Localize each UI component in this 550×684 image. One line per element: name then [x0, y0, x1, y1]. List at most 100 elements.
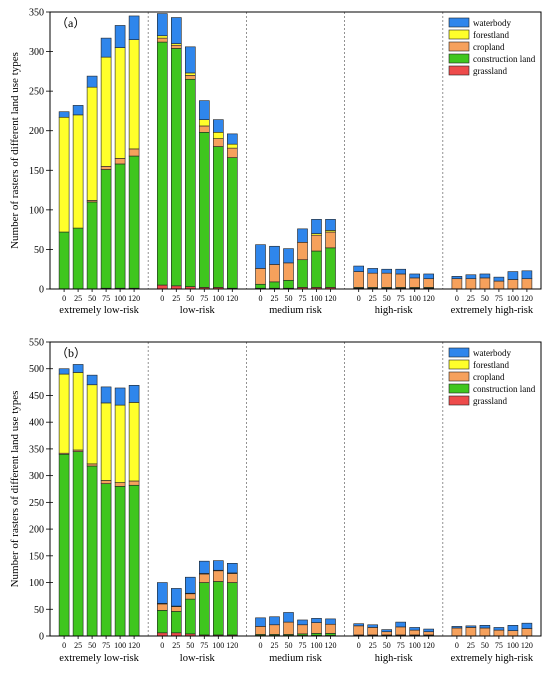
panel-a-x-tick-label: 100 — [311, 294, 323, 303]
panel-a-bar-extremely-low-risk-75-cropland — [100, 166, 112, 170]
panel-a-bar-high-risk-75-cropland — [395, 273, 407, 288]
panel-a-legend-swatch-cropland — [448, 41, 470, 52]
panel-a-bar-extremely-low-risk-120-forestland — [128, 39, 140, 150]
panel-b-bar-extremely-low-risk-25-construction-land — [72, 451, 84, 637]
panel-a-bar-extremely-low-risk-100-forestland — [114, 47, 126, 159]
panel-a-x-tick-label: 25 — [369, 294, 377, 303]
panel-b-bar-low-risk-0-cropland — [157, 603, 168, 611]
panel-a-bar-high-risk-100-cropland — [409, 277, 421, 288]
panel-a-bar-extremely-high-risk-75-cropland — [493, 280, 505, 290]
panel-b-x-tick-label: 75 — [299, 641, 307, 650]
panel-a-bar-low-risk-0-grassland — [157, 284, 168, 290]
panel-b-bar-extremely-low-risk-75-waterbody — [100, 386, 112, 404]
panel-a-bar-extremely-low-risk-120-construction-land — [128, 155, 140, 289]
panel-a-bar-low-risk-120-cropland — [227, 147, 238, 158]
panel-b-bar-high-risk-25-cropland — [367, 627, 379, 636]
panel-a-bar-high-risk-120-waterbody — [423, 273, 435, 280]
panel-a-y-tick-label: 50 — [34, 245, 44, 256]
panel-b-legend-swatch-cropland — [448, 371, 470, 382]
panel-b-bar-medium-risk-120-construction-land — [325, 633, 336, 636]
panel-a-x-tick-label: 120 — [128, 294, 140, 303]
panel-b-y-tick-label: 200 — [29, 525, 44, 536]
panel-a-x-tick-label: 75 — [102, 294, 110, 303]
panel-a-bar-extremely-low-risk-100-waterbody — [114, 25, 126, 48]
panel-a-bar-medium-risk-0-construction-land — [255, 283, 266, 289]
panel-b-y-tick-label: 500 — [29, 364, 44, 375]
panel-a-bar-medium-risk-120-construction-land — [325, 247, 336, 288]
panel-a-bar-medium-risk-50-cropland — [283, 262, 294, 281]
panel-b-bar-extremely-low-risk-0-forestland — [58, 373, 70, 454]
panel-a-bar-high-risk-120-cropland — [423, 278, 435, 288]
panel-b-y-tick-label: 300 — [29, 471, 44, 482]
panel-b-x-tick-label: 0 — [259, 641, 263, 650]
panel-b-legend-swatch-waterbody — [448, 347, 470, 358]
panel-b-group-label-extremely-low-risk: extremely low-risk — [59, 653, 139, 664]
panel-a-x-tick-label: 25 — [467, 294, 475, 303]
panel-a-bar-high-risk-0-waterbody — [353, 265, 365, 272]
panel-b-bar-medium-risk-50-waterbody — [283, 612, 294, 623]
panel-a-bar-medium-risk-0-waterbody — [255, 244, 266, 269]
panel-a-bar-extremely-low-risk-25-forestland — [72, 114, 84, 229]
panel-b-legend-swatch-construction-land — [448, 383, 470, 394]
panel-b-x-tick-label: 120 — [521, 641, 533, 650]
panel-b-bar-extremely-high-risk-25-waterbody — [465, 625, 477, 628]
panel-b-x-tick-label: 120 — [325, 641, 337, 650]
panel-a-bar-low-risk-50-cropland — [185, 75, 196, 80]
panel-a-bar-extremely-low-risk-100-cropland — [114, 158, 126, 165]
panel-b-x-tick-label: 75 — [200, 641, 208, 650]
panel-a-bar-low-risk-100-forestland — [213, 131, 224, 139]
panel-a-x-tick-label: 100 — [114, 294, 126, 303]
panel-a-legend-label-cropland: cropland — [473, 42, 505, 52]
panel-b-bar-medium-risk-100-cropland — [311, 622, 322, 634]
panel-a-x-tick-label: 120 — [521, 294, 533, 303]
panel-b-y-tick-label: 550 — [29, 338, 44, 349]
panel-b-bar-extremely-high-risk-25-cropland — [465, 627, 477, 637]
panel-a-bar-extremely-high-risk-100-cropland — [507, 279, 519, 290]
panel-a-bar-high-risk-50-waterbody — [381, 268, 393, 274]
panel-b-bar-low-risk-100-cropland — [213, 570, 224, 582]
panel-a-bar-extremely-low-risk-25-construction-land — [72, 227, 84, 290]
panel-b-bar-medium-risk-0-cropland — [255, 626, 266, 635]
panel-b-bar-low-risk-100-waterbody — [213, 560, 224, 571]
panel-b-group-label-medium-risk: medium risk — [269, 653, 323, 664]
panel-b-bar-medium-risk-120-cropland — [325, 623, 336, 634]
panel-a-x-tick-label: 120 — [423, 294, 435, 303]
panel-b-legend-label-construction-land: construction land — [473, 384, 536, 394]
panel-a-x-tick-label: 0 — [160, 294, 164, 303]
panel-a-bar-low-risk-120-forestland — [227, 143, 238, 149]
panel-b-bar-low-risk-120-cropland — [227, 573, 238, 583]
panel-b-bar-low-risk-50-construction-land — [185, 598, 196, 635]
panel-a-bar-medium-risk-50-construction-land — [283, 279, 294, 289]
panel-a-y-tick-label: 350 — [29, 8, 44, 19]
panel-a-y-tick-label: 200 — [29, 126, 44, 137]
panel-b-x-tick-label: 50 — [285, 641, 293, 650]
panel-b-x-tick-label: 50 — [88, 641, 96, 650]
panel-b-bar-extremely-high-risk-100-cropland — [507, 630, 519, 637]
panel-a-bar-low-risk-0-waterbody — [157, 13, 168, 37]
panel-a-x-tick-label: 75 — [200, 294, 208, 303]
panel-a-bar-low-risk-25-waterbody — [171, 17, 182, 44]
panel-b-bar-high-risk-75-waterbody — [395, 621, 407, 628]
panel-a-bar-medium-risk-75-construction-land — [297, 259, 308, 288]
panel-a-legend-label-construction-land: construction land — [473, 54, 536, 64]
panel-a-bar-extremely-low-risk-25-waterbody — [72, 105, 84, 116]
panel-b-bar-high-risk-120-waterbody — [423, 628, 435, 633]
panel-a-x-tick-label: 100 — [409, 294, 421, 303]
panel-a-bar-medium-risk-25-waterbody — [269, 245, 280, 265]
panel-a-bar-extremely-low-risk-50-construction-land — [86, 201, 98, 290]
panel-b-bar-extremely-low-risk-100-waterbody — [114, 387, 126, 406]
panel-a-y-tick-label: 300 — [29, 47, 44, 58]
panel-b-bar-extremely-low-risk-50-cropland — [86, 463, 98, 467]
panel-b-x-tick-label: 25 — [172, 641, 180, 650]
panel-b-group-label-extremely-high-risk: extremely high-risk — [451, 653, 534, 664]
panel-a-bar-extremely-low-risk-75-forestland — [100, 56, 112, 167]
panel-a-bar-medium-risk-120-cropland — [325, 231, 336, 249]
panel-a-bar-extremely-low-risk-0-forestland — [58, 116, 70, 233]
panel-b-x-tick-label: 100 — [409, 641, 421, 650]
panel-b-y-tick-label: 450 — [29, 391, 44, 402]
panel-b-bar-extremely-high-risk-120-cropland — [521, 628, 533, 637]
panel-a-bar-low-risk-0-cropland — [157, 37, 168, 43]
panel-b-bar-extremely-low-risk-75-construction-land — [100, 483, 112, 637]
panel-b-x-tick-label: 75 — [397, 641, 405, 650]
